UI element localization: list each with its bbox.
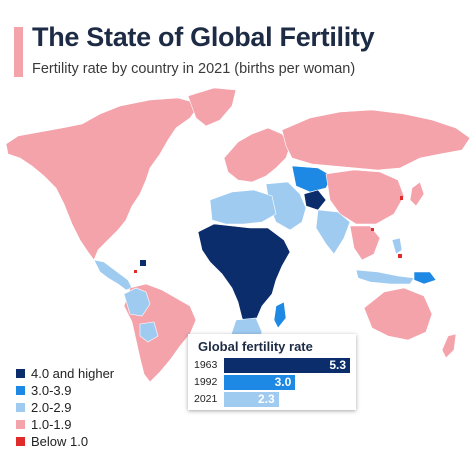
- page-subtitle: Fertility rate by country in 2021 (birth…: [32, 61, 356, 77]
- legend-label: 3.0-3.9: [31, 383, 72, 398]
- region-europe: [223, 127, 291, 183]
- title-accent-bar: [14, 27, 23, 77]
- region-papua-new-guinea: [413, 271, 437, 285]
- region-russia: [281, 109, 471, 171]
- map-legend: 4.0 and higher 3.0-3.9 2.0-2.9 1.0-1.9 Below…: [16, 365, 114, 450]
- legend-item: 1.0-1.9: [16, 416, 114, 433]
- region-bolivia: [139, 321, 159, 343]
- region-philippines: [391, 237, 403, 255]
- fertility-rate-year: 1992: [194, 376, 218, 388]
- region-china: [325, 169, 405, 225]
- legend-label: 1.0-1.9: [31, 417, 72, 432]
- fertility-rate-bar: 5.3: [224, 358, 350, 373]
- region-sub-saharan-africa: [197, 223, 291, 329]
- marker-korea-below1: [400, 196, 403, 200]
- fertility-rate-year: 1963: [194, 359, 218, 371]
- legend-item: Below 1.0: [16, 433, 114, 450]
- fertility-rate-row: 2021 2.3: [188, 392, 356, 407]
- fertility-rate-value: 2.3: [257, 392, 275, 406]
- marker-caribbean-below1: [134, 270, 137, 273]
- legend-swatch: [16, 369, 25, 378]
- region-south-america-north: [123, 287, 151, 317]
- fertility-rate-value: 5.3: [329, 358, 346, 372]
- legend-label: 2.0-2.9: [31, 400, 72, 415]
- region-afghanistan: [303, 189, 327, 211]
- fertility-rate-bar: 2.3: [224, 392, 279, 407]
- fertility-rate-row: 1963 5.3: [188, 358, 356, 373]
- fertility-rate-value: 3.0: [274, 375, 292, 389]
- legend-label: Below 1.0: [31, 434, 89, 449]
- world-fertility-map: [5, 87, 471, 383]
- marker-taiwan-below1: [398, 254, 402, 258]
- fertility-rate-bar: 3.0: [224, 375, 296, 390]
- marker-hong-kong-below1: [371, 228, 374, 231]
- global-fertility-rate-panel: Global fertility rate 1963 5.3 1992 3.0 2021…: [188, 334, 356, 410]
- region-central-asia: [291, 165, 333, 193]
- global-fertility-rate-title: Global fertility rate: [198, 339, 313, 354]
- legend-item: 2.0-2.9: [16, 399, 114, 416]
- legend-item: 4.0 and higher: [16, 365, 114, 382]
- region-southeast-asia: [349, 225, 381, 261]
- page-title: The State of Global Fertility: [32, 22, 375, 52]
- legend-item: 3.0-3.9: [16, 382, 114, 399]
- region-south-asia: [315, 209, 351, 255]
- legend-swatch: [16, 420, 25, 429]
- region-new-zealand: [441, 333, 457, 359]
- legend-swatch: [16, 437, 25, 446]
- legend-label: 4.0 and higher: [31, 366, 115, 381]
- region-japan: [409, 181, 425, 207]
- legend-swatch: [16, 386, 25, 395]
- region-indonesia: [355, 269, 415, 285]
- legend-swatch: [16, 403, 25, 412]
- region-madagascar: [273, 301, 287, 329]
- fertility-rate-row: 1992 3.0: [188, 375, 356, 390]
- fertility-rate-year: 2021: [194, 393, 218, 405]
- region-central-america: [93, 259, 133, 291]
- region-australia: [363, 287, 433, 341]
- marker-caribbean-cat4: [140, 260, 146, 266]
- region-north-america: [5, 97, 201, 261]
- region-north-africa: [209, 189, 277, 225]
- region-greenland: [187, 87, 237, 127]
